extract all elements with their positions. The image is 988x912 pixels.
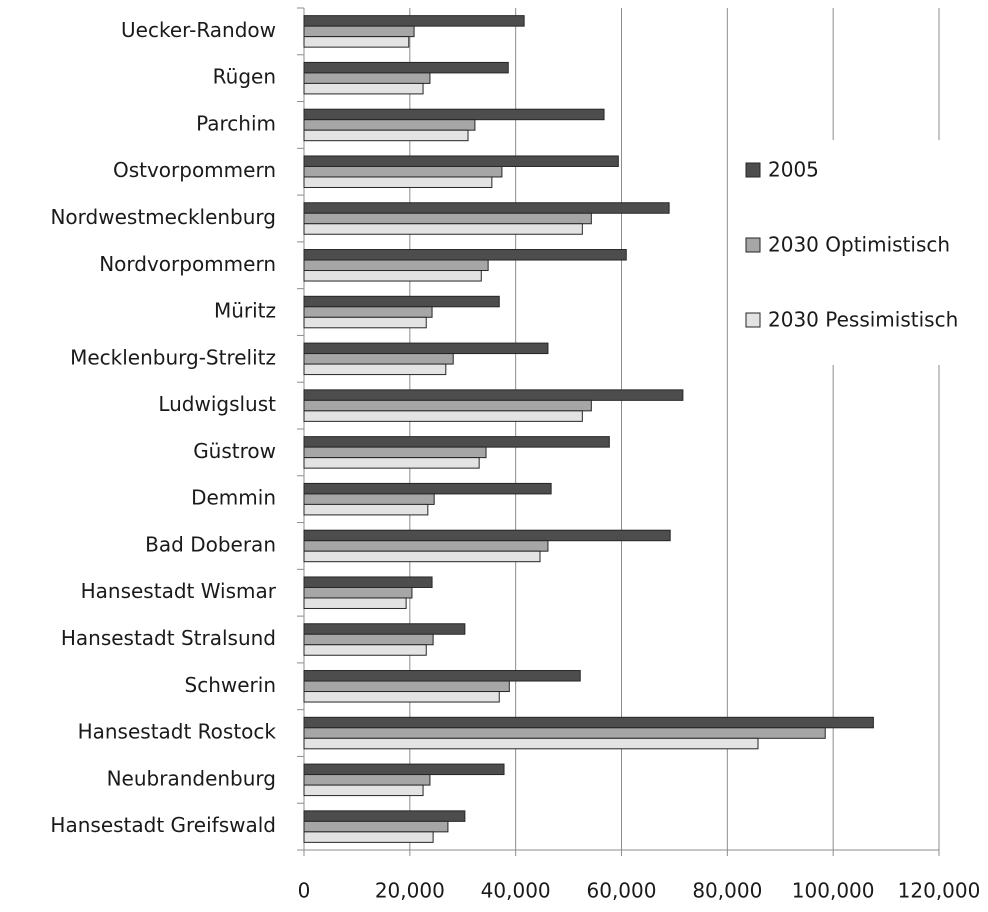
y-tick-label: Müritz [214, 299, 276, 323]
y-tick-label: Ostvorpommern [113, 158, 276, 182]
bar [303, 61, 509, 74]
y-tick-label: Hansestadt Greifswald [50, 813, 276, 837]
bar [303, 503, 429, 516]
bar [303, 597, 407, 609]
legend-swatch [745, 312, 761, 328]
bar [303, 576, 433, 588]
y-tick-label: Uecker-Randow [121, 18, 276, 42]
bar [303, 680, 510, 693]
y-tick-label: Neubrandenburg [107, 766, 276, 790]
legend-background [732, 140, 980, 365]
bar [303, 550, 541, 563]
x-tick-label: 80,000 [692, 879, 762, 903]
bar [303, 399, 592, 412]
bar [303, 295, 500, 308]
y-tick-label: Hansestadt Rostock [78, 720, 277, 744]
bar [303, 25, 415, 38]
bar [303, 623, 466, 635]
bar [303, 446, 487, 459]
bar [303, 316, 427, 329]
bar [303, 410, 583, 422]
bar [303, 306, 433, 318]
bar [303, 249, 627, 261]
bar [303, 691, 500, 703]
bar [303, 810, 466, 822]
bar [303, 784, 424, 797]
bar [303, 670, 581, 682]
x-tick-label: 100,000 [792, 879, 875, 903]
y-tick-label: Ludwigslust [158, 392, 276, 416]
bar [303, 259, 489, 272]
x-tick-label: 120,000 [898, 879, 981, 903]
bar [303, 165, 503, 178]
bar [303, 15, 525, 27]
bar [303, 129, 469, 142]
x-tick-label: 0 [298, 879, 311, 903]
bar [303, 436, 610, 448]
bar [303, 482, 552, 495]
bar [303, 82, 424, 95]
bar [303, 72, 431, 84]
bar [303, 763, 505, 776]
bar [303, 108, 605, 121]
y-tick-label: Bad Doberan [145, 532, 276, 556]
bar [303, 457, 480, 469]
bar [303, 342, 549, 355]
legend-label: 2030 Pessimistisch [768, 308, 958, 332]
legend-swatch [745, 162, 761, 178]
bar [303, 353, 454, 365]
x-tick-label: 20,000 [375, 879, 445, 903]
bar [303, 586, 413, 599]
bar [303, 644, 427, 656]
bar [303, 176, 493, 188]
y-tick-label: Nordwestmecklenburg [50, 205, 276, 229]
bar [303, 774, 431, 786]
bar [303, 529, 671, 542]
bar [303, 363, 447, 376]
y-tick-label: Hansestadt Wismar [81, 579, 277, 603]
bar [303, 212, 592, 225]
bar [303, 493, 435, 505]
bar [303, 737, 759, 750]
y-tick-label: Mecklenburg-Strelitz [70, 345, 276, 369]
bar [303, 716, 874, 729]
bar [303, 119, 476, 131]
y-tick-label: Güstrow [193, 439, 276, 463]
y-tick-label: Schwerin [185, 673, 276, 697]
legend-label: 2030 Optimistisch [768, 233, 950, 257]
bar [303, 270, 482, 282]
bar [303, 633, 434, 646]
bar [303, 831, 434, 843]
bar [303, 540, 549, 552]
bar [303, 389, 684, 401]
bar [303, 727, 826, 739]
legend-label: 2005 [768, 158, 819, 182]
legend-swatch [745, 237, 761, 253]
y-tick-label: Nordvorpommern [99, 252, 276, 276]
bar [303, 820, 449, 833]
bar [303, 202, 670, 214]
bar [303, 155, 619, 167]
x-tick-label: 40,000 [481, 879, 551, 903]
y-tick-label: Rügen [213, 65, 276, 89]
y-tick-label: Parchim [196, 111, 276, 135]
y-tick-label: Hansestadt Stralsund [61, 626, 276, 650]
y-tick-label: Demmin [191, 486, 276, 510]
bar [303, 36, 410, 48]
x-tick-label: 60,000 [587, 879, 657, 903]
bar [303, 223, 583, 235]
